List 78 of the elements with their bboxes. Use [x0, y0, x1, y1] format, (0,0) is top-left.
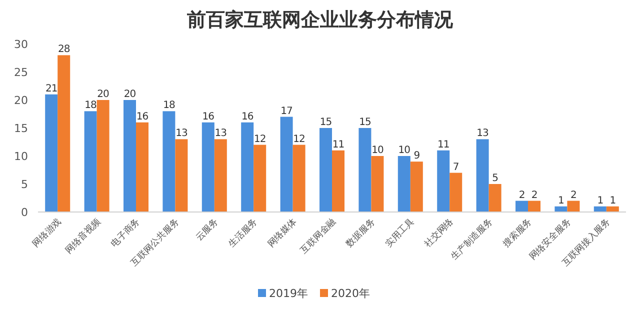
- bar: [516, 200, 528, 212]
- x-tick-label: 云服务: [194, 216, 221, 244]
- data-label: 1: [558, 195, 564, 206]
- bar: [136, 122, 148, 212]
- bar: [320, 128, 332, 212]
- bar: [437, 150, 450, 212]
- data-label: 11: [332, 139, 344, 150]
- x-tick-label: 网络音视频: [63, 216, 103, 256]
- bar: [214, 139, 227, 212]
- data-label: 2: [570, 190, 577, 201]
- y-tick-label: 20: [14, 94, 28, 107]
- x-tick-label: 生活服务: [226, 216, 260, 250]
- bar: [254, 144, 266, 212]
- bar: [398, 156, 410, 212]
- bar: [488, 184, 502, 212]
- data-label: 7: [452, 162, 459, 173]
- chart-title: 前百家互联网企业业务分布情况: [186, 9, 454, 31]
- bar: [410, 162, 423, 212]
- y-tick-label: 10: [14, 150, 28, 163]
- bar: [292, 144, 306, 212]
- x-tick-label: 实用工具: [383, 216, 417, 250]
- bar: [450, 172, 462, 212]
- data-label: 2: [518, 190, 525, 201]
- legend-label: 2020年: [331, 287, 370, 300]
- y-tick-label: 0: [21, 206, 28, 219]
- x-tick-label: 社交网络: [422, 216, 456, 250]
- data-label: 12: [293, 134, 306, 145]
- y-tick-label: 15: [14, 122, 28, 135]
- data-label: 13: [176, 128, 188, 140]
- data-label: 16: [136, 111, 148, 122]
- data-label: 13: [214, 128, 227, 140]
- data-label: 28: [58, 44, 70, 56]
- data-label: 1: [597, 195, 604, 206]
- bar: [241, 122, 254, 212]
- bar: [124, 100, 136, 212]
- x-tick-label: 数据服务: [344, 216, 378, 250]
- x-tick-label: 网络游戏: [30, 216, 64, 250]
- data-label: 16: [241, 111, 254, 122]
- data-label: 15: [320, 117, 332, 128]
- bar: [175, 139, 188, 212]
- bar: [280, 116, 293, 212]
- data-label: 2: [531, 190, 538, 201]
- bar: [162, 111, 176, 212]
- data-label: 20: [97, 89, 110, 100]
- x-tick-label: 电子商务: [108, 216, 142, 250]
- y-tick-label: 5: [21, 178, 28, 191]
- bar: [202, 122, 214, 212]
- bar: [371, 156, 384, 212]
- bar: [84, 111, 97, 212]
- legend-label: 2019年: [269, 287, 308, 300]
- y-tick-label: 30: [14, 38, 28, 51]
- data-label: 21: [45, 83, 58, 94]
- bar: [45, 94, 58, 212]
- data-label: 16: [202, 111, 214, 122]
- data-label: 12: [254, 134, 266, 145]
- data-label: 15: [359, 117, 371, 128]
- data-label: 20: [124, 89, 136, 100]
- data-label: 17: [280, 106, 293, 117]
- x-tick-label: 互联网金融: [298, 216, 338, 256]
- data-label: 10: [372, 145, 384, 156]
- data-label: 18: [84, 100, 97, 112]
- x-tick-label: 网络媒体: [266, 216, 299, 250]
- data-label: 10: [398, 145, 410, 156]
- x-tick-label: 搜索服务: [500, 216, 534, 250]
- bar: [58, 55, 70, 212]
- bar: [567, 200, 580, 212]
- bar: [358, 128, 372, 212]
- bar: [96, 100, 110, 212]
- data-label: 18: [163, 100, 175, 112]
- bar: [476, 139, 489, 212]
- data-label: 5: [492, 173, 498, 184]
- bar: [528, 200, 540, 212]
- data-label: 1: [610, 195, 616, 206]
- data-label: 11: [437, 139, 450, 150]
- data-label: 9: [414, 150, 420, 162]
- y-tick-label: 25: [14, 66, 28, 79]
- bar: [332, 150, 344, 212]
- data-label: 13: [476, 128, 489, 140]
